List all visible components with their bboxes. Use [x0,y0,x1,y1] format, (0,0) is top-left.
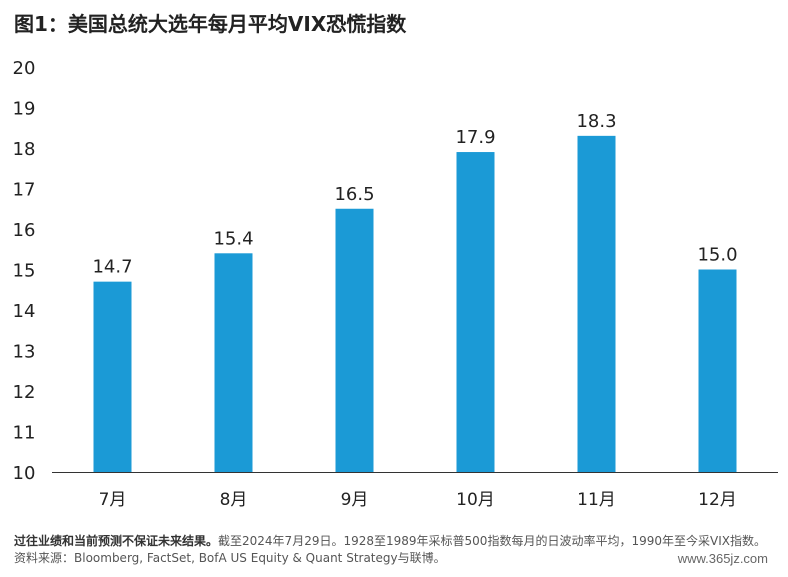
bars [93,135,737,473]
y-tick-label: 18 [13,139,36,160]
x-tick-label: 10月 [456,490,495,510]
bar [577,135,616,472]
x-tick-label: 9月 [341,490,369,510]
chart-title: 图1：美国总统大选年每月平均VIX恐慌指数 [14,12,407,36]
bar [93,281,132,472]
x-tick-label: 12月 [698,490,737,510]
y-tick-label: 16 [13,220,36,241]
bar [335,208,374,472]
bar-value-label: 14.7 [92,257,132,278]
footnote-disclaimer: 过往业绩和当前预测不保证未来结果。 [14,534,219,548]
bar-value-label: 15.4 [213,228,253,249]
y-tick-label: 12 [13,382,36,403]
bar [698,269,737,472]
x-tick-label: 8月 [220,490,248,510]
y-tick-label: 17 [13,180,36,201]
y-tick-label: 10 [13,463,36,484]
bar-value-label: 15.0 [697,245,737,266]
footnote-source: 截至2024年7月29日。1928至1989年采标普500指数每月的日波动率平均… [14,534,766,565]
y-tick-label: 20 [13,58,36,79]
x-tick-label: 11月 [577,490,616,510]
bar-value-label: 17.9 [455,127,495,148]
y-tick-label: 15 [13,261,36,282]
bar [456,152,495,473]
bar-value-labels: 14.7 15.4 16.5 17.9 18.3 15.0 [92,111,737,278]
y-tick-label: 13 [13,342,36,363]
y-tick-label: 14 [13,301,36,322]
bar [214,253,253,472]
y-tick-label: 11 [13,423,36,444]
bar-value-label: 18.3 [576,111,616,132]
bar-value-label: 16.5 [334,184,374,205]
y-axis-labels: 10 11 12 13 14 15 16 17 18 19 20 [13,58,36,484]
x-tick-label: 7月 [99,490,127,510]
watermark: www.365jz.com [677,551,768,566]
x-axis-labels: 7月 8月 9月 10月 11月 12月 [99,490,737,510]
footnote: 过往业绩和当前预测不保证未来结果。截至2024年7月29日。1928至1989年… [14,533,774,567]
y-tick-label: 19 [13,99,36,120]
